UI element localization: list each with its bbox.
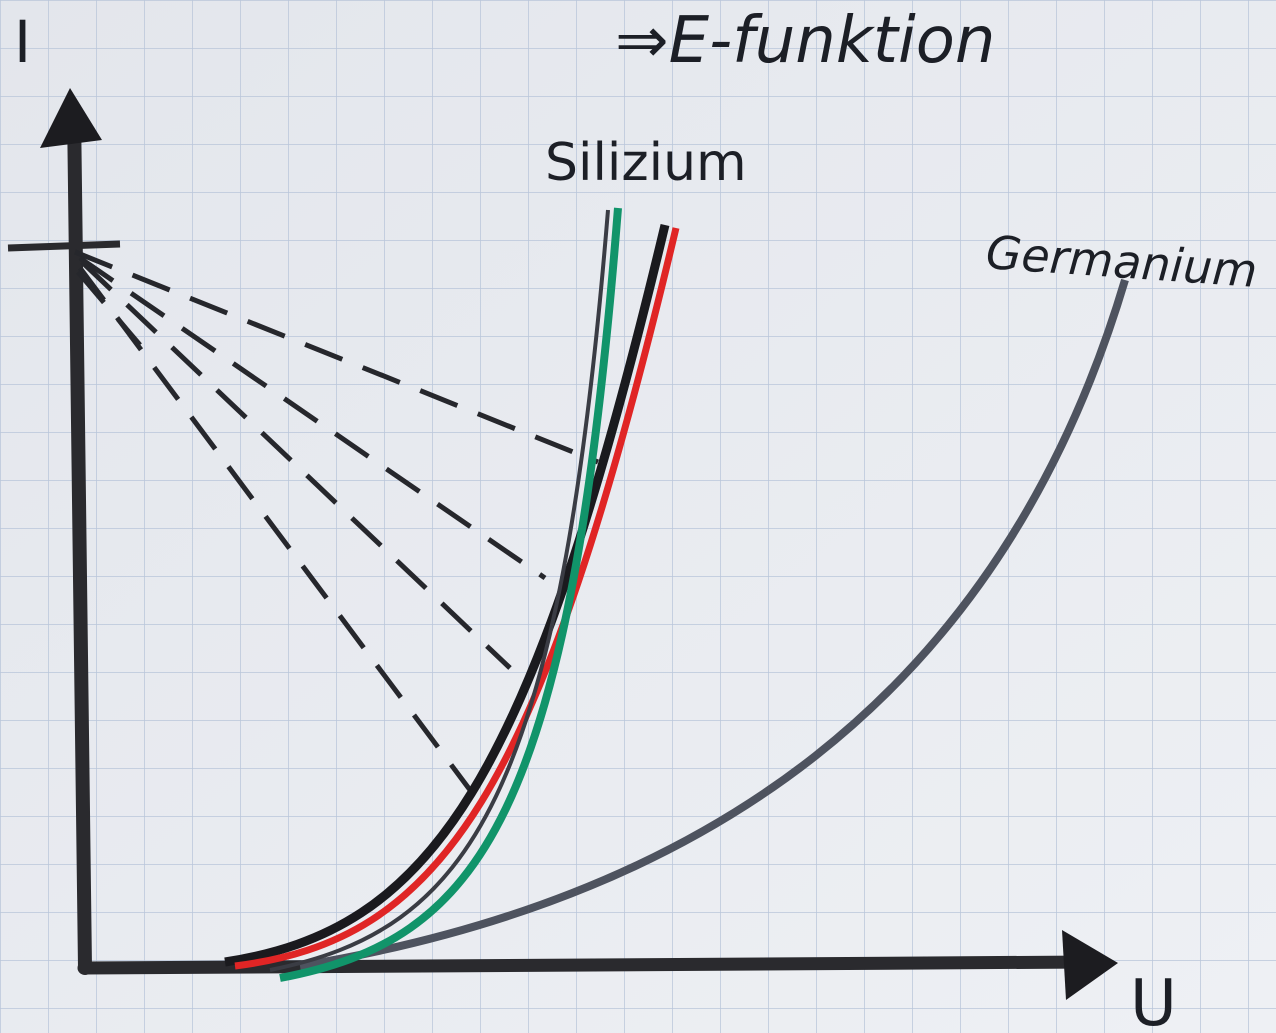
note: ⇒E-funktion xyxy=(615,4,995,78)
y-axis-label: I xyxy=(14,8,31,76)
y-tick xyxy=(8,244,120,248)
sketch: I U ⇒E-funktion Silizium Germanium xyxy=(0,0,1276,1033)
page: {"labels": {"y_axis": "I", "x_axis": "U"… xyxy=(0,0,1276,1033)
x-axis-label: U xyxy=(1130,967,1177,1033)
silicon-label: Silizium xyxy=(545,133,747,193)
